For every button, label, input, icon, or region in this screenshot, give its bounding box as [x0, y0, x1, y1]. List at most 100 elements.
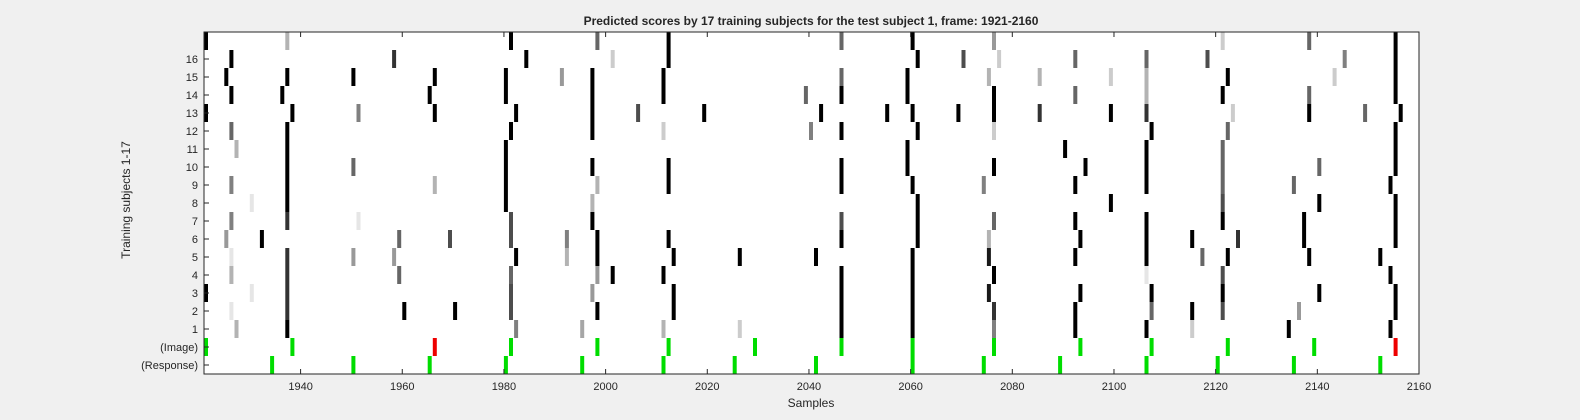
score-mark [285, 320, 290, 338]
chart-title: Predicted scores by 17 training subjects… [584, 14, 1039, 28]
score-mark [1144, 248, 1149, 266]
score-mark [1225, 68, 1230, 86]
image-mark [666, 338, 671, 356]
response-mark [661, 356, 666, 374]
response-mark [1378, 356, 1383, 374]
score-mark [1200, 248, 1205, 266]
score-mark [910, 32, 915, 50]
score-mark [1205, 50, 1210, 68]
x-tick-label: 2000 [593, 381, 617, 393]
score-mark [564, 248, 569, 266]
score-mark [997, 50, 1002, 68]
response-mark [1215, 356, 1220, 374]
score-mark [1393, 86, 1398, 104]
response-mark [503, 356, 508, 374]
score-mark [986, 230, 991, 248]
score-mark [1190, 230, 1195, 248]
image-mark [1078, 338, 1083, 356]
score-mark [1149, 284, 1154, 302]
score-mark [671, 302, 676, 320]
score-mark [992, 122, 996, 140]
score-mark [229, 212, 234, 230]
score-mark [1144, 176, 1149, 194]
score-mark [503, 68, 508, 86]
score-mark [986, 248, 991, 266]
score-mark [905, 158, 910, 176]
score-mark [905, 140, 910, 158]
score-mark [1393, 194, 1398, 212]
score-mark [1190, 320, 1195, 338]
score-mark [595, 176, 600, 194]
score-mark [1078, 230, 1083, 248]
y-tick-label: 8 [192, 198, 198, 210]
score-mark [224, 68, 229, 86]
score-mark [249, 194, 254, 212]
score-mark [1144, 50, 1149, 68]
score-mark [839, 122, 844, 140]
score-mark [910, 176, 915, 194]
score-mark [509, 266, 513, 284]
image-mark [509, 338, 513, 356]
score-mark [915, 230, 920, 248]
score-mark [1220, 266, 1225, 284]
score-mark [1073, 320, 1078, 338]
score-mark [910, 266, 915, 284]
score-mark [1149, 122, 1154, 140]
score-mark [1220, 302, 1225, 320]
score-mark [839, 212, 844, 230]
score-mark [514, 320, 519, 338]
image-mark [1149, 338, 1154, 356]
score-mark [1220, 212, 1225, 230]
score-mark [1393, 32, 1398, 50]
score-mark [1144, 104, 1149, 122]
score-mark [427, 86, 432, 104]
score-mark [666, 176, 671, 194]
score-mark [737, 320, 742, 338]
score-mark [1220, 158, 1225, 176]
score-mark [992, 86, 996, 104]
score-mark [737, 248, 742, 266]
score-mark [285, 266, 290, 284]
score-mark [229, 266, 234, 284]
score-mark [1225, 248, 1230, 266]
score-mark [1220, 140, 1225, 158]
response-mark [1144, 356, 1149, 374]
response-mark [270, 356, 275, 374]
score-mark [1073, 302, 1078, 320]
y-tick-label: 16 [186, 54, 198, 66]
score-mark [839, 158, 844, 176]
image-mark-red [432, 338, 437, 356]
score-mark [432, 68, 437, 86]
score-mark [910, 248, 915, 266]
score-mark [666, 32, 671, 50]
score-mark [590, 68, 595, 86]
response-mark [427, 356, 432, 374]
x-tick-label: 2040 [797, 381, 821, 393]
score-mark [397, 266, 402, 284]
score-mark [839, 230, 844, 248]
x-tick-label: 2020 [695, 381, 719, 393]
score-mark [1307, 248, 1312, 266]
x-tick-label: 1980 [492, 381, 516, 393]
score-mark [503, 194, 508, 212]
image-mark [839, 338, 844, 356]
score-mark [503, 140, 508, 158]
score-mark [509, 32, 513, 50]
score-mark [564, 230, 569, 248]
score-mark [1073, 176, 1078, 194]
score-mark [839, 32, 844, 50]
score-mark [910, 320, 915, 338]
score-mark [1363, 104, 1368, 122]
score-mark [1144, 320, 1149, 338]
score-mark [351, 68, 356, 86]
score-mark [986, 68, 991, 86]
score-mark [259, 230, 264, 248]
score-mark [1108, 68, 1113, 86]
score-mark [448, 230, 452, 248]
score-mark [809, 122, 813, 140]
score-mark [961, 50, 966, 68]
score-mark [1083, 158, 1088, 176]
score-mark [595, 302, 600, 320]
score-mark [1302, 212, 1307, 230]
score-mark [1073, 86, 1078, 104]
